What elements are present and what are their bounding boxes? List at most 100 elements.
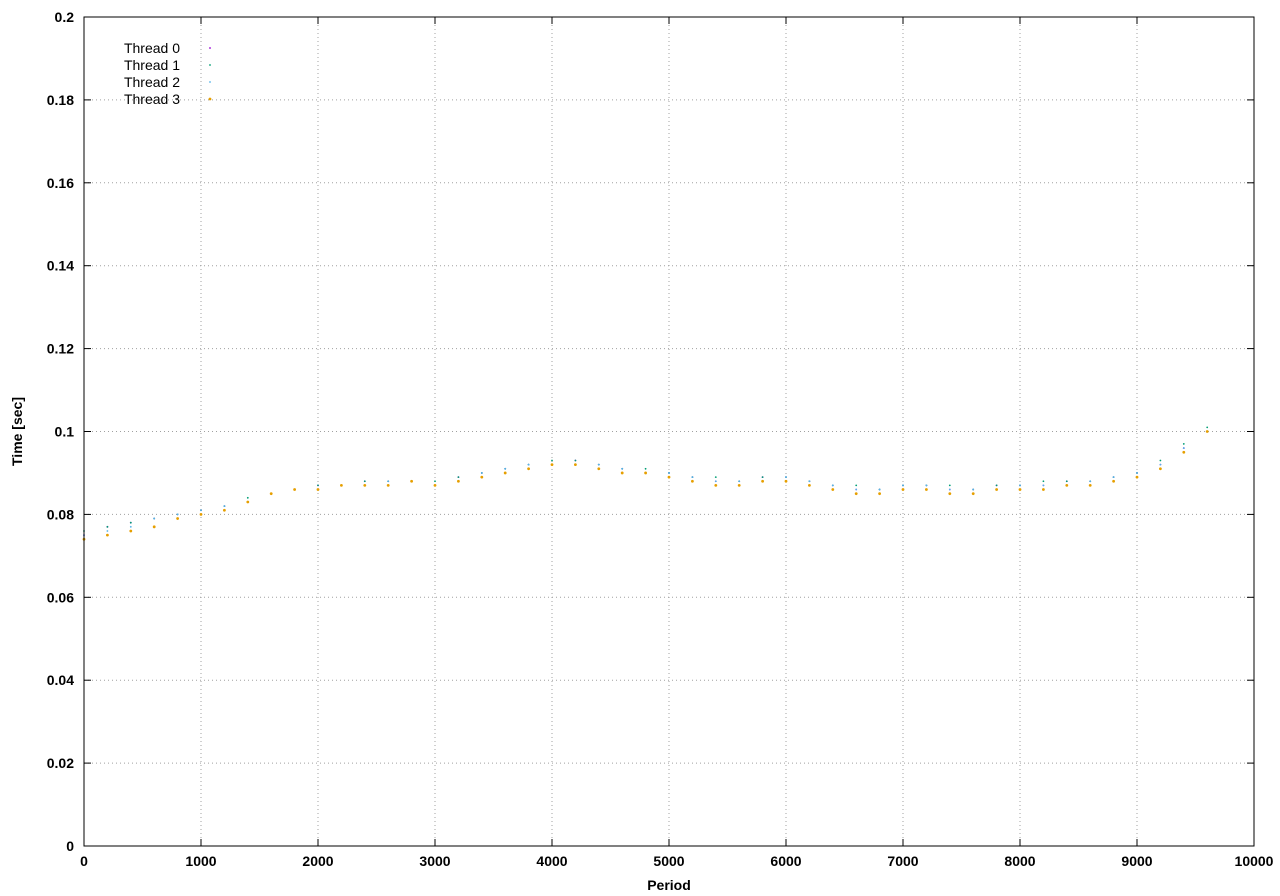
data-point — [644, 471, 647, 475]
data-point — [995, 488, 998, 491]
data-point — [854, 492, 858, 496]
data-point — [434, 480, 436, 483]
legend-label: Thread 2 — [124, 74, 180, 90]
data-point — [106, 530, 109, 532]
data-point — [714, 476, 717, 478]
data-point — [480, 472, 483, 474]
data-point — [714, 483, 718, 487]
data-point — [1088, 483, 1092, 487]
data-point — [176, 517, 180, 520]
x-tick-label: 5000 — [653, 853, 684, 869]
data-point — [550, 463, 554, 467]
data-point — [1182, 443, 1185, 445]
y-axis-label: Time [sec] — [9, 397, 25, 466]
points-layer — [82, 426, 1209, 541]
data-point — [667, 475, 671, 479]
data-point — [152, 525, 156, 529]
data-point — [855, 488, 858, 491]
data-point — [1065, 483, 1069, 487]
x-axis-label: Period — [647, 877, 691, 893]
y-tick-label: 0.06 — [47, 589, 74, 605]
x-tick-label: 4000 — [536, 853, 567, 869]
data-point — [223, 505, 226, 508]
data-point — [457, 479, 460, 483]
data-point — [1042, 480, 1045, 483]
data-point — [503, 471, 507, 475]
data-point — [948, 484, 951, 487]
data-point — [153, 517, 156, 520]
legend-label: Thread 0 — [124, 40, 180, 56]
data-point — [1112, 479, 1115, 483]
data-point — [948, 488, 951, 491]
series-3-points — [82, 430, 1209, 541]
y-tick-label: 0.18 — [47, 92, 74, 108]
data-point — [878, 492, 881, 496]
data-point — [972, 488, 975, 491]
data-point — [808, 483, 811, 487]
data-point — [316, 488, 320, 491]
x-tick-label: 2000 — [302, 853, 333, 869]
data-point — [1182, 447, 1185, 449]
data-point — [386, 483, 390, 487]
data-point — [574, 463, 577, 467]
data-point — [200, 509, 202, 512]
series-2-points — [83, 430, 1209, 537]
x-tick-label: 3000 — [419, 853, 450, 869]
data-point — [1136, 472, 1138, 474]
data-point — [831, 484, 834, 487]
x-tick-label: 8000 — [1004, 853, 1035, 869]
data-point — [784, 479, 788, 483]
data-point — [855, 484, 858, 487]
data-point — [1159, 463, 1162, 466]
y-tick-label: 0 — [66, 838, 74, 854]
data-point — [1042, 484, 1045, 487]
data-point — [925, 488, 928, 491]
data-point — [106, 525, 109, 528]
series-0-points — [83, 430, 1209, 537]
data-point — [129, 529, 133, 533]
data-point — [363, 483, 367, 487]
data-point — [925, 484, 928, 487]
data-point — [106, 533, 109, 537]
y-tick-label: 0.04 — [47, 672, 74, 688]
data-point — [457, 476, 460, 478]
data-point — [691, 479, 694, 483]
data-point — [714, 480, 717, 483]
data-point — [644, 467, 647, 470]
grid-layer — [84, 17, 1254, 846]
data-point — [737, 483, 741, 487]
data-point — [387, 480, 390, 483]
data-point — [574, 459, 577, 462]
legend-marker — [209, 81, 211, 83]
data-point — [1159, 459, 1162, 462]
data-point — [761, 479, 764, 483]
data-point — [901, 488, 905, 491]
data-point — [410, 479, 413, 483]
data-point — [971, 492, 975, 496]
data-point — [621, 467, 624, 470]
y-tick-label: 0.12 — [47, 341, 74, 357]
y-tick-label: 0.16 — [47, 175, 74, 191]
data-point — [129, 525, 132, 528]
series-1-points — [83, 426, 1209, 532]
x-tick-label: 7000 — [887, 853, 918, 869]
data-point — [527, 463, 530, 466]
legend-marker — [208, 97, 212, 101]
data-point — [668, 472, 670, 474]
data-point — [1159, 467, 1162, 471]
x-tick-label: 10000 — [1235, 853, 1274, 869]
data-point — [691, 476, 694, 478]
data-point — [246, 496, 249, 499]
data-point — [738, 480, 741, 483]
data-point — [620, 471, 624, 475]
data-point — [269, 492, 273, 496]
data-point — [785, 476, 787, 478]
data-point — [1018, 488, 1022, 491]
data-point — [831, 488, 835, 491]
data-point — [433, 483, 437, 487]
ticks-layer — [83, 16, 1255, 847]
data-point — [129, 521, 132, 524]
data-point — [948, 492, 952, 496]
data-point — [199, 513, 203, 516]
x-tick-label: 9000 — [1121, 853, 1152, 869]
